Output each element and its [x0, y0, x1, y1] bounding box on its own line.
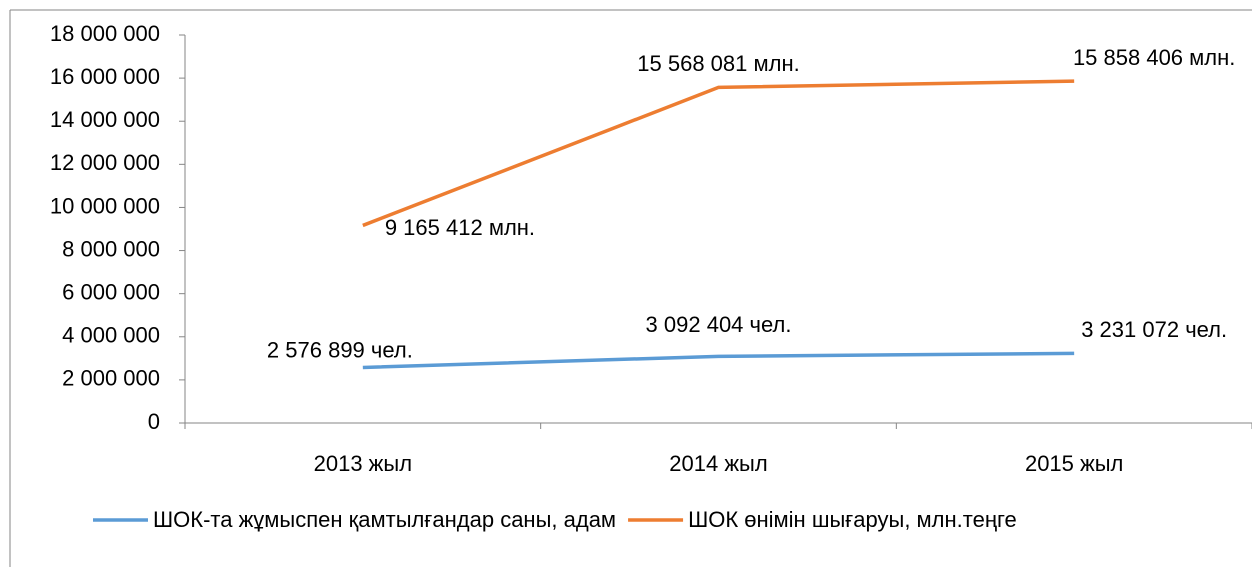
- y-tick-label: 12 000 000: [50, 150, 160, 175]
- y-tick-label: 14 000 000: [50, 107, 160, 132]
- x-tick-label: 2013 жыл: [314, 451, 412, 476]
- y-tick-label: 2 000 000: [62, 366, 160, 391]
- data-label: 9 165 412 млн.: [385, 215, 535, 240]
- y-tick-label: 18 000 000: [50, 21, 160, 46]
- data-label: 3 231 072 чел.: [1081, 317, 1227, 342]
- y-tick-label: 16 000 000: [50, 64, 160, 89]
- data-label: 3 092 404 чел.: [646, 312, 792, 337]
- y-tick-label: 10 000 000: [50, 193, 160, 218]
- legend-label: ШОК-та жұмыспен қамтылғандар саны, адам: [153, 507, 616, 532]
- data-label: 15 568 081 млн.: [637, 51, 799, 76]
- line: [362, 79, 1075, 228]
- data-label: 2 576 899 чел.: [267, 337, 413, 362]
- x-tick-label: 2015 жыл: [1025, 451, 1123, 476]
- y-tick-label: 4 000 000: [62, 323, 160, 348]
- x-tick-label: 2014 жыл: [669, 451, 767, 476]
- y-tick-label: 8 000 000: [62, 236, 160, 261]
- data-label: 15 858 406 млн.: [1073, 45, 1235, 70]
- legend-label: ШОК өнімін шығаруы, млн.теңге: [688, 507, 1017, 532]
- y-tick-label: 0: [148, 409, 160, 434]
- y-tick-label: 6 000 000: [62, 279, 160, 304]
- line: [362, 351, 1075, 370]
